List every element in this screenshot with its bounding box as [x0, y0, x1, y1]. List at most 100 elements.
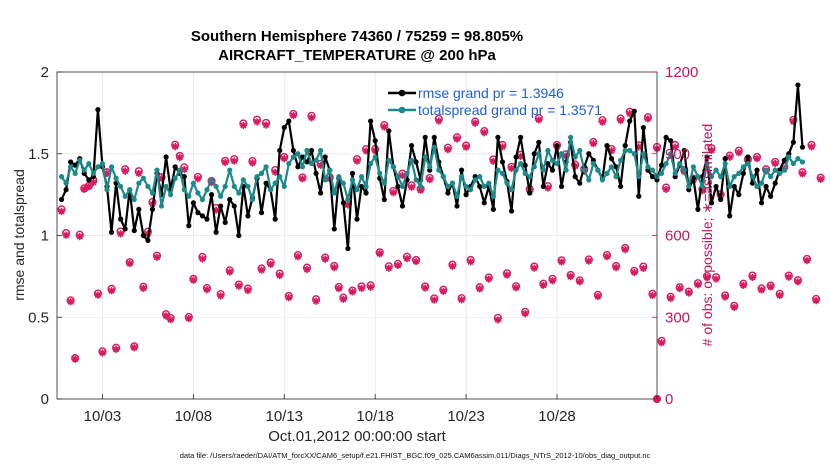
- series-point-spread: [572, 154, 578, 160]
- series-point-spread: [536, 151, 542, 157]
- series-point-spread: [581, 167, 587, 173]
- series-point-spread: [340, 180, 346, 186]
- series-point-spread: [558, 151, 565, 157]
- obs-assimilated-point: [71, 355, 79, 363]
- series-point-spread: [231, 183, 237, 190]
- series-point-rmse: [490, 206, 496, 212]
- series-point-rmse: [295, 164, 301, 170]
- obs-assimilated-point: [503, 271, 511, 279]
- series-point-spread: [554, 160, 560, 167]
- series-point-rmse: [722, 156, 728, 162]
- obs-assimilated-point: [626, 110, 634, 118]
- obs-assimilated-point: [198, 255, 207, 263]
- ticks: 0 0.5 1 1.5 2 0 300 600 900 1200 10/03 10/08 10/13 10…: [28, 64, 698, 425]
- series-point-rmse: [63, 187, 69, 193]
- series-point-spread: [518, 160, 524, 167]
- series-point-rmse: [218, 203, 224, 209]
- series-point-rmse: [190, 200, 196, 206]
- series-point-rmse: [772, 180, 778, 186]
- series-point-rmse: [368, 118, 374, 124]
- series-point-rmse: [381, 196, 387, 203]
- obs-assimilated-point: [535, 116, 543, 124]
- series-point-spread: [490, 193, 496, 199]
- series-point-rmse: [318, 190, 324, 196]
- series-point-rmse: [499, 159, 506, 165]
- series-point-rmse: [622, 142, 628, 149]
- series-point-rmse: [458, 167, 465, 173]
- series-point-rmse: [263, 180, 269, 186]
- series-point-spread: [513, 167, 519, 173]
- series-point-rmse: [763, 183, 769, 190]
- series-point-spread: [686, 183, 692, 190]
- series-point-rmse: [131, 227, 137, 234]
- obs-assimilated-point: [171, 143, 179, 151]
- obs-assimilated-point: [298, 175, 307, 183]
- obs-assimilated-point: [707, 146, 716, 155]
- series-point-rmse: [331, 226, 337, 232]
- obs-assimilated-point: [239, 121, 247, 130]
- series-point-spread: [499, 170, 506, 176]
- series-point-rmse: [358, 183, 365, 190]
- series-point-spread: [349, 177, 356, 183]
- series-point-spread: [331, 190, 337, 196]
- obs-assimilated-point: [276, 271, 284, 280]
- obs-assimilated-point: [303, 265, 311, 274]
- obs-assimilated-point: [139, 284, 147, 292]
- series-point-rmse: [536, 139, 542, 145]
- series-point-spread: [545, 147, 551, 154]
- series-point-spread: [522, 170, 528, 176]
- series-point-spread: [154, 167, 160, 173]
- series-point-spread: [113, 175, 119, 181]
- obs-assimilated-point: [130, 344, 138, 352]
- series-point-spread: [622, 147, 628, 154]
- obs-assimilated-point: [457, 296, 466, 304]
- obs-assimilated-point: [389, 189, 397, 197]
- series-point-spread: [618, 157, 624, 163]
- series-point-rmse: [708, 200, 715, 206]
- obs-assimilated-point: [771, 159, 779, 168]
- series-point-spread: [108, 164, 115, 170]
- series-point-spread: [186, 193, 192, 199]
- series-point-spread: [177, 167, 183, 173]
- series-point-spread: [740, 164, 746, 170]
- series-point-rmse: [272, 216, 278, 222]
- y-tick-label: 1.5: [28, 146, 49, 163]
- obs-assimilated-point: [485, 275, 493, 283]
- series-point-rmse: [227, 196, 233, 203]
- obs-assimilated-point: [539, 281, 547, 289]
- obs-assimilated-point: [407, 183, 416, 191]
- obs-assimilated-point: [126, 259, 134, 268]
- series-point-spread: [749, 174, 756, 180]
- obs-assimilated-point: [612, 264, 620, 272]
- series-point-spread: [277, 174, 283, 180]
- series-point-spread: [568, 134, 574, 140]
- obs-assimilated-point: [376, 250, 384, 258]
- series-point-rmse: [577, 180, 583, 186]
- obs-assimilated-point: [812, 297, 820, 305]
- x-tick-label: 10/23: [447, 408, 485, 425]
- series-point-rmse: [258, 210, 265, 216]
- series-point-spread: [436, 167, 442, 173]
- series-point-rmse: [118, 216, 124, 222]
- series-point-spread: [481, 183, 487, 190]
- series-point-rmse: [522, 162, 528, 168]
- obs-assimilated-point: [289, 112, 297, 120]
- obs-assimilated-point: [639, 264, 647, 273]
- series-point-spread: [668, 151, 674, 157]
- series-point-spread: [272, 180, 278, 186]
- series-point-rmse: [290, 147, 296, 154]
- series-point-spread: [163, 183, 169, 190]
- obs-assimilated-point: [767, 283, 775, 291]
- obs-assimilated-point: [739, 281, 747, 289]
- series-point-spread: [72, 170, 78, 176]
- series-point-rmse: [145, 237, 151, 244]
- series-point-rmse: [513, 154, 519, 160]
- y-right-tick-label: 1200: [665, 64, 698, 81]
- series-point-rmse: [768, 193, 774, 199]
- series-point-rmse: [745, 154, 751, 160]
- series-point-rmse: [136, 206, 142, 212]
- series-point-spread: [345, 196, 351, 203]
- series-point-rmse: [395, 183, 401, 190]
- obs-assimilated-point: [480, 129, 488, 137]
- series-point-spread: [195, 190, 201, 196]
